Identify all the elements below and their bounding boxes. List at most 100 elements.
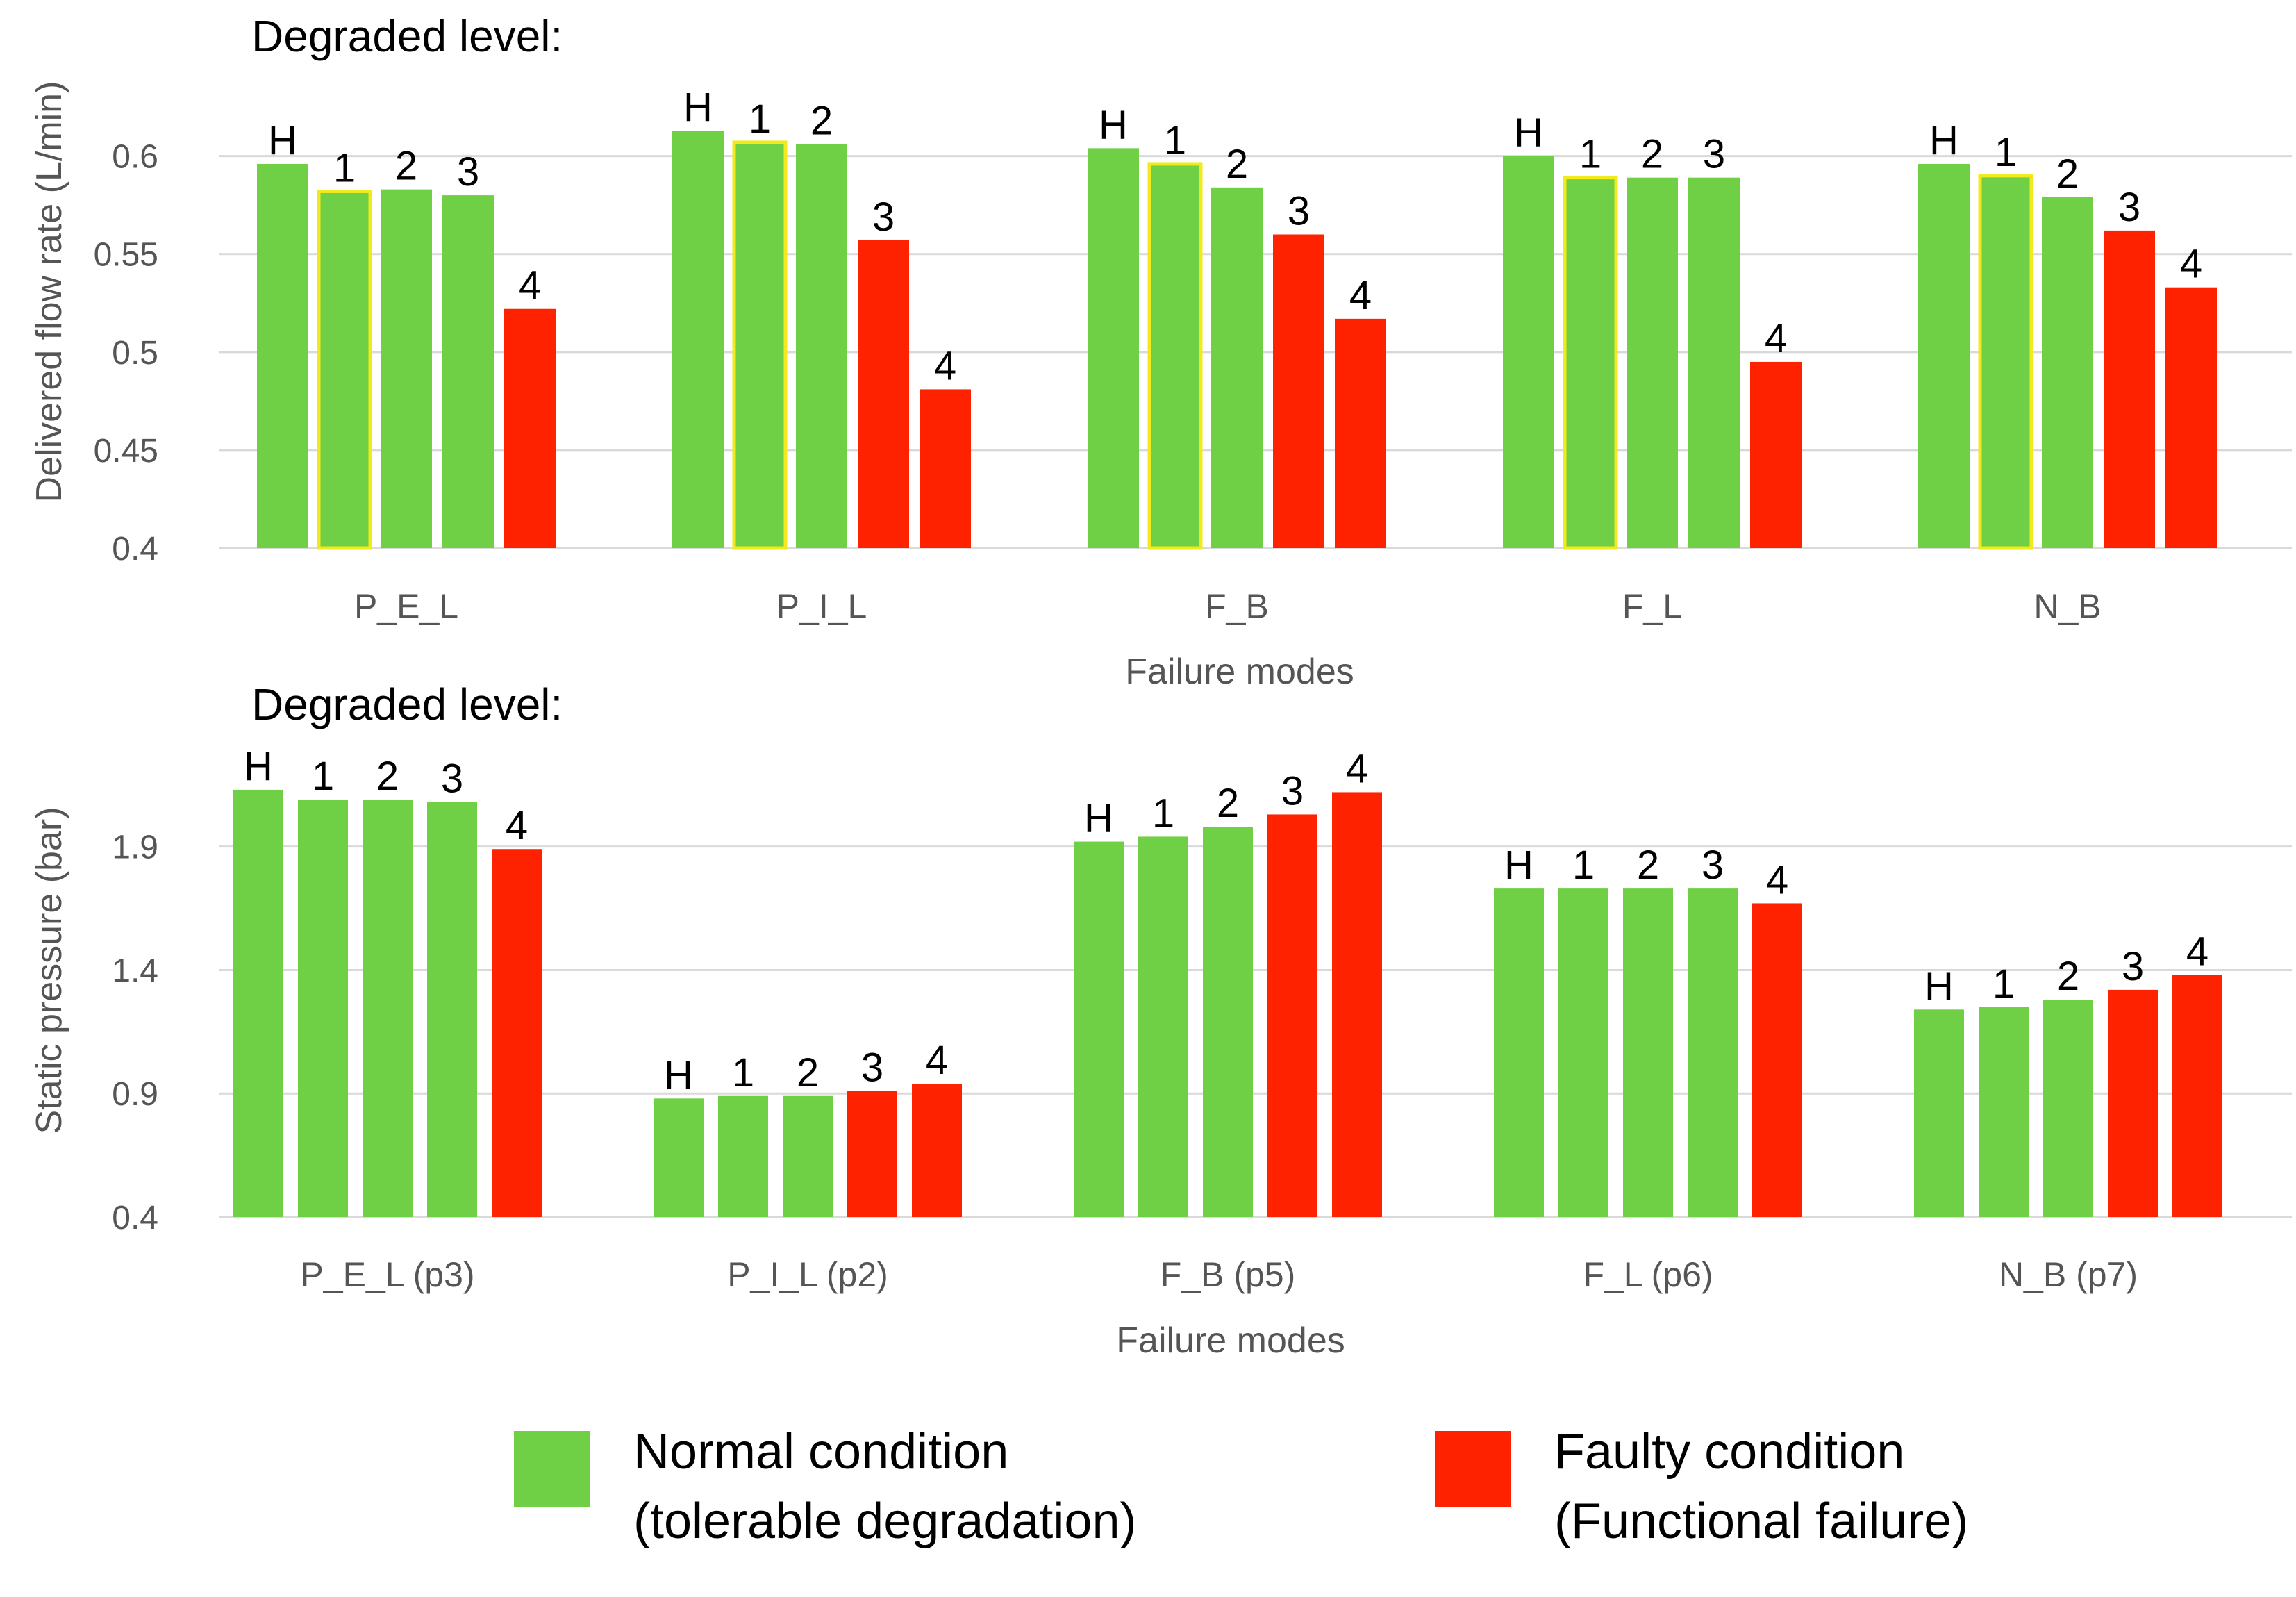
bar-flow	[1563, 176, 1618, 550]
bar-level-label: 2	[1641, 132, 1663, 177]
category-label: N_B	[2033, 587, 2101, 626]
bar-flow	[732, 140, 788, 550]
bar-level-label: 1	[312, 754, 334, 799]
y-axis-title-flow: Delivered flow rate (L/min)	[29, 81, 69, 503]
bar-flow	[442, 195, 494, 548]
category-label: F_B (p5)	[1161, 1255, 1296, 1294]
bar-pressure	[1074, 841, 1124, 1217]
legend-normal-line2: (tolerable degradation)	[633, 1493, 1137, 1549]
y-tick-label: 0.5	[112, 335, 158, 372]
bar-level-label: 4	[1349, 273, 1372, 318]
bar-pressure	[783, 1095, 833, 1217]
bar-pressure	[363, 800, 413, 1217]
x-axis-title-flow: Failure modes	[1125, 652, 1354, 692]
bar-pressure	[1979, 1007, 2029, 1217]
y-tick-label: 0.9	[112, 1076, 158, 1113]
category-label: P_I_L	[776, 587, 867, 626]
category-label: P_I_L (p2)	[727, 1255, 888, 1294]
bar-level-label: 2	[395, 144, 417, 189]
legend-normal-swatch	[514, 1431, 590, 1507]
bar-level-label: 3	[457, 149, 479, 195]
bar-flow	[1918, 163, 1970, 548]
bar-pressure	[1203, 827, 1253, 1217]
bars-pressure: H 1 2 34H 1 2 3 4H 1 2 3 4H 1 2 3 4H 1 2 3 4	[233, 744, 2222, 1217]
bar-pressure	[847, 1091, 897, 1217]
category-label: F_L (p6)	[1583, 1255, 1713, 1294]
bar-level-label: H	[1099, 102, 1128, 147]
category-label: F_B	[1205, 587, 1269, 626]
category-labels-flow: P_E_L P_I_L F_B F_L N_B	[354, 587, 2102, 626]
bar-pressure	[1332, 792, 1382, 1217]
bar-level-label: 1	[1993, 961, 2015, 1007]
bar-level-label: H	[244, 744, 273, 789]
bar-level-label: 3	[861, 1045, 883, 1091]
legend-normal-line1: Normal condition	[633, 1424, 1009, 1480]
bar-level-label: 3	[2118, 185, 2140, 230]
legend-normal-text: Normal condition (tolerable degradation)	[633, 1417, 1136, 1556]
bar-level-label: 2	[1217, 781, 1239, 826]
bar-level-label: 1	[1579, 132, 1602, 177]
bar-level-label: 1	[749, 97, 771, 142]
bar-pressure	[233, 789, 283, 1217]
bar-pressure	[1558, 888, 1608, 1217]
bar-level-label: 1	[1152, 791, 1174, 836]
bar-pressure	[1267, 814, 1317, 1217]
degraded-level-label-flow: Degraded level:	[251, 11, 563, 61]
y-tick-label: 0.55	[94, 237, 158, 274]
bar-level-label: 4	[1765, 316, 1787, 361]
y-tick-label: 1.4	[112, 952, 158, 989]
bar-level-label: 1	[1995, 130, 2017, 175]
degraded-level-label-pressure: Degraded level:	[251, 679, 563, 729]
bar-level-label: H	[1514, 110, 1543, 156]
static-pressure-chart: Degraded level: Static pressure (bar) Fa…	[29, 679, 2292, 1361]
legend-faulty-line2: (Functional failure)	[1554, 1493, 1969, 1549]
bar-level-label: 4	[2180, 242, 2202, 287]
bar-flow	[858, 240, 909, 548]
bar-level-label: H	[1504, 843, 1533, 888]
bar-pressure	[1623, 888, 1673, 1217]
bar-flow	[504, 308, 556, 548]
bar-pressure	[1914, 1009, 1964, 1217]
bar-pressure	[654, 1098, 704, 1217]
bar-level-label: 3	[872, 195, 895, 240]
bar-pressure	[1688, 888, 1738, 1217]
bar-flow	[2165, 287, 2217, 548]
bar-pressure	[492, 849, 542, 1217]
bar-pressure	[1138, 836, 1188, 1217]
bar-flow	[2104, 230, 2155, 548]
y-tick-label: 0.45	[94, 433, 158, 470]
bar-level-label: 4	[506, 803, 528, 848]
bar-flow	[1978, 174, 2033, 550]
bar-level-label: H	[268, 118, 297, 163]
bar-level-label: 3	[1702, 843, 1724, 888]
bar-level-label: H	[664, 1052, 693, 1098]
category-label: F_L	[1622, 587, 1682, 626]
bar-flow	[1627, 177, 1678, 549]
bar-flow	[1688, 177, 1740, 549]
bar-level-label: 4	[519, 263, 541, 308]
bar-level-label: H	[1929, 118, 1958, 163]
bar-level-label: 4	[926, 1038, 948, 1083]
y-tick-label: 0.4	[112, 531, 158, 568]
bar-level-label: 2	[797, 1050, 819, 1095]
bar-level-label: 4	[1346, 746, 1368, 791]
bar-flow	[796, 144, 847, 548]
y-axis-title-pressure: Static pressure (bar)	[29, 806, 69, 1134]
bar-level-label: 3	[2122, 944, 2144, 989]
bar-level-label: 3	[1703, 132, 1725, 177]
bar-flow	[381, 189, 432, 549]
bar-level-label: 4	[2186, 929, 2208, 975]
y-tick-label: 0.6	[112, 139, 158, 176]
bar-pressure	[427, 802, 477, 1217]
bar-pressure	[2043, 1000, 2093, 1217]
bar-level-label: 2	[2057, 954, 2079, 999]
legend-faulty-line1: Faulty condition	[1554, 1424, 1905, 1480]
category-label: P_E_L (p3)	[300, 1255, 474, 1294]
bar-flow	[1088, 148, 1139, 548]
y-tick-label: 1.9	[112, 829, 158, 866]
y-tick-labels-pressure: 0.4 0.9 1.4 1.9	[112, 829, 158, 1236]
bar-level-label: 3	[441, 756, 463, 802]
legend-faulty-swatch	[1435, 1431, 1511, 1507]
